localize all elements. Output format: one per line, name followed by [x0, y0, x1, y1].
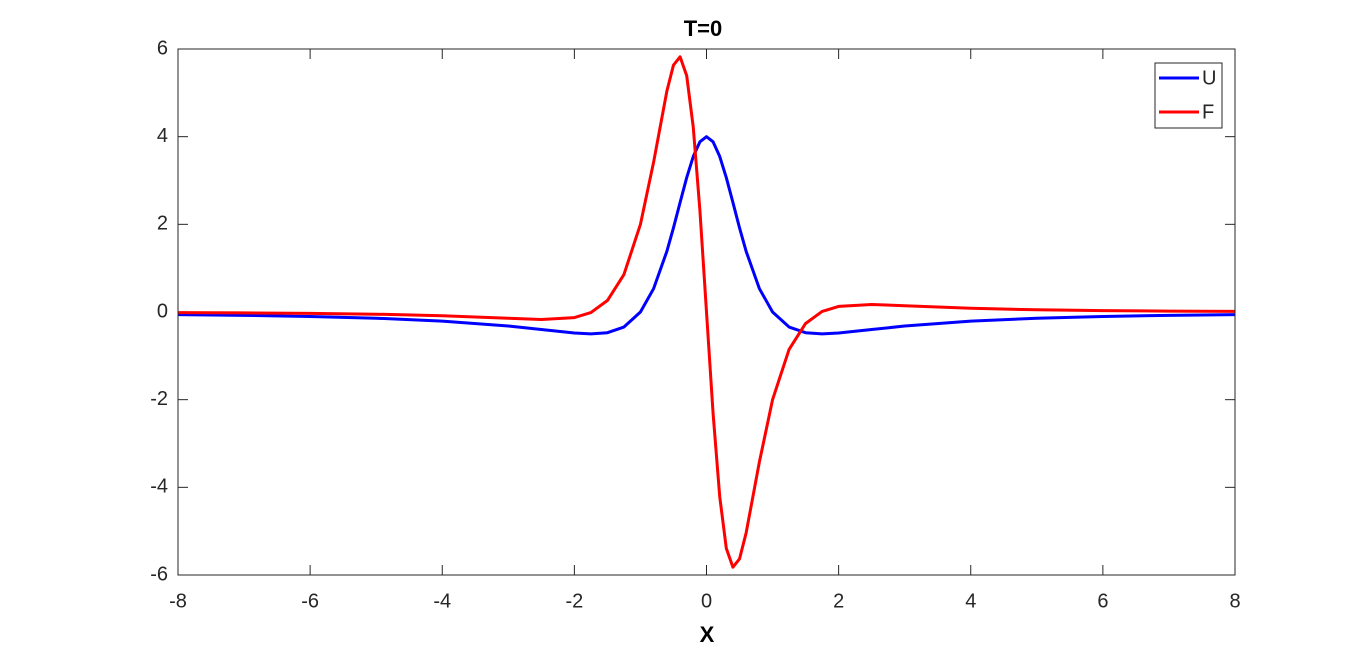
x-tick-label: 0 [701, 590, 712, 612]
x-tick-label: 2 [833, 590, 844, 612]
x-tick-label: -2 [565, 590, 583, 612]
x-tick-label: -4 [433, 590, 451, 612]
legend-label: F [1202, 101, 1214, 123]
x-tick-label: -8 [169, 590, 187, 612]
y-tick-label: -2 [150, 388, 168, 410]
legend-label: U [1202, 67, 1216, 89]
y-tick-label: 0 [157, 300, 168, 322]
y-tick-label: 4 [157, 125, 168, 147]
legend: UF [1154, 62, 1223, 129]
chart-title: T=0 [684, 16, 723, 41]
series-line [177, 135, 1236, 336]
x-tick-label: 6 [1097, 590, 1108, 612]
x-tick-label: 8 [1229, 590, 1240, 612]
x-tick-label: 4 [965, 590, 976, 612]
y-tick-label: 6 [157, 37, 168, 59]
x-axis-label: X [700, 622, 715, 647]
y-tick-label: -6 [150, 563, 168, 585]
series-line [177, 55, 1236, 569]
y-tick-label: -4 [150, 476, 168, 498]
axes-box [177, 48, 1236, 576]
y-tick-label: 2 [157, 213, 168, 235]
legend-box [1154, 62, 1223, 129]
x-tick-label: -6 [301, 590, 319, 612]
